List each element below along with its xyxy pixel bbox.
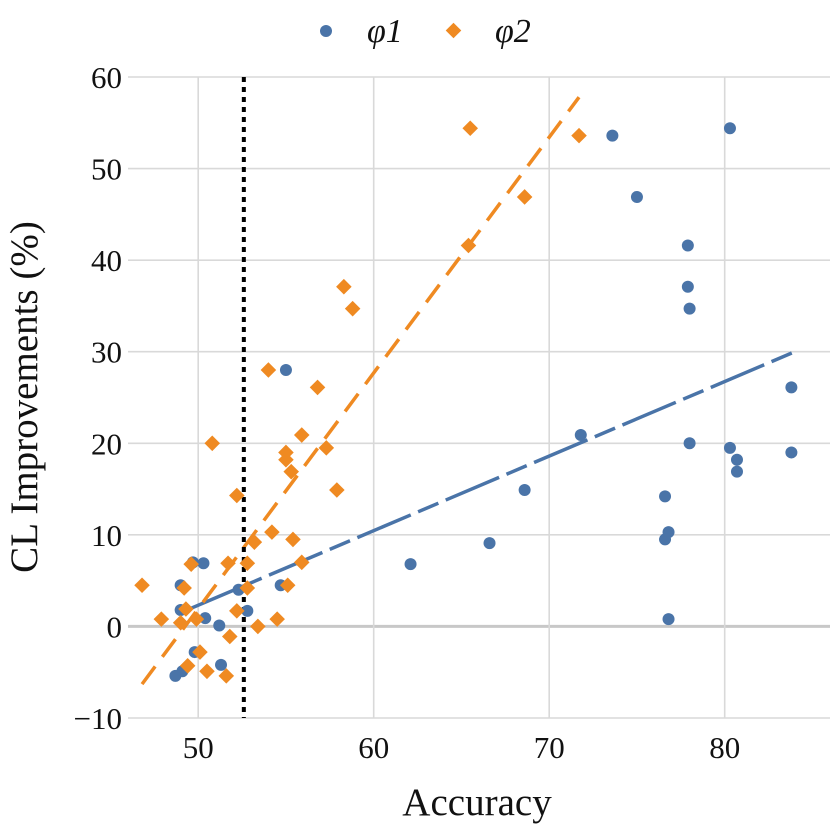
x-tick-label: 50 (183, 730, 214, 765)
y-tick-label: 30 (91, 335, 122, 370)
point-phi2 (462, 120, 479, 137)
legend-marker-phi2 (445, 22, 462, 39)
point-phi1 (197, 557, 210, 570)
point-phi1 (518, 483, 531, 496)
point-phi2 (344, 300, 361, 317)
point-phi2 (222, 628, 238, 645)
trend-line-1 (179, 350, 796, 615)
point-phi1 (681, 280, 694, 293)
x-tick-label: 80 (709, 730, 740, 765)
y-tick-label: 40 (91, 243, 122, 278)
y-tick-label: 60 (91, 60, 122, 95)
point-phi2 (188, 611, 205, 627)
point-phi2 (176, 580, 192, 596)
point-phi2 (220, 555, 236, 572)
legend-marker-phi1 (320, 25, 332, 37)
point-phi2 (229, 487, 245, 504)
point-phi2 (183, 556, 199, 572)
point-phi2 (153, 611, 170, 627)
point-phi1 (723, 122, 736, 135)
point-phi2 (329, 482, 345, 498)
x-tick-label: 70 (534, 730, 565, 765)
point-phi2 (179, 658, 196, 674)
point-phi1 (215, 658, 228, 671)
point-phi2 (336, 278, 352, 295)
point-phi1 (730, 465, 743, 478)
point-phi2 (293, 427, 310, 443)
grid (128, 76, 830, 719)
point-phi2 (134, 577, 150, 593)
point-phi2 (204, 435, 221, 452)
point-phi1 (723, 441, 736, 454)
point-phi1 (659, 490, 672, 503)
point-phi2 (516, 189, 533, 205)
y-axis-title: CL Improvements (%) (3, 221, 46, 573)
point-phi1 (606, 129, 619, 142)
legend: φ1 φ2 (320, 13, 531, 50)
point-phi1 (574, 429, 587, 442)
point-phi2 (178, 601, 194, 617)
point-phi1 (683, 302, 696, 315)
point-phi1 (662, 526, 675, 539)
point-phi1 (785, 446, 798, 459)
point-phi2 (250, 618, 266, 635)
point-phi1 (483, 537, 496, 550)
point-phi2 (269, 611, 285, 627)
point-phi2 (192, 644, 208, 660)
point-phi1 (241, 604, 254, 617)
point-phi2 (246, 534, 263, 550)
legend-label-phi2: φ2 (495, 13, 531, 50)
y-tick-label: 20 (91, 426, 122, 461)
y-tick-label: 10 (91, 518, 122, 553)
point-phi1 (785, 381, 798, 394)
tick-labels: −10 0 10 20 30 40 50 60 50 60 70 80 (74, 60, 741, 765)
data-points (134, 120, 798, 684)
x-tick-label: 60 (358, 730, 389, 765)
point-phi1 (199, 612, 212, 625)
point-phi2 (199, 663, 215, 680)
y-tick-label: 50 (91, 152, 122, 187)
y-tick-label: −10 (74, 701, 122, 736)
point-phi2 (293, 554, 310, 571)
trend-lines (140, 96, 796, 686)
point-phi1 (730, 453, 743, 466)
point-phi1 (279, 364, 292, 377)
point-phi2 (460, 237, 477, 254)
legend-label-phi1: φ1 (367, 13, 403, 50)
point-phi1 (683, 437, 696, 450)
y-tick-label: 0 (107, 609, 123, 644)
point-phi2 (172, 614, 189, 631)
point-phi2 (218, 668, 235, 684)
point-phi2 (309, 379, 326, 396)
point-phi2 (239, 555, 256, 572)
point-phi2 (264, 524, 280, 540)
point-phi1 (630, 190, 643, 203)
point-phi1 (213, 619, 226, 632)
point-phi2 (239, 580, 256, 596)
point-phi2 (285, 531, 301, 548)
point-phi1 (662, 613, 675, 626)
point-phi2 (318, 440, 335, 456)
point-phi2 (571, 127, 587, 144)
trend-line-2 (140, 96, 581, 686)
point-phi1 (404, 558, 417, 571)
point-phi2 (229, 603, 245, 619)
point-phi2 (260, 362, 277, 378)
x-axis-title: Accuracy (402, 781, 552, 824)
point-phi1 (681, 239, 694, 252)
